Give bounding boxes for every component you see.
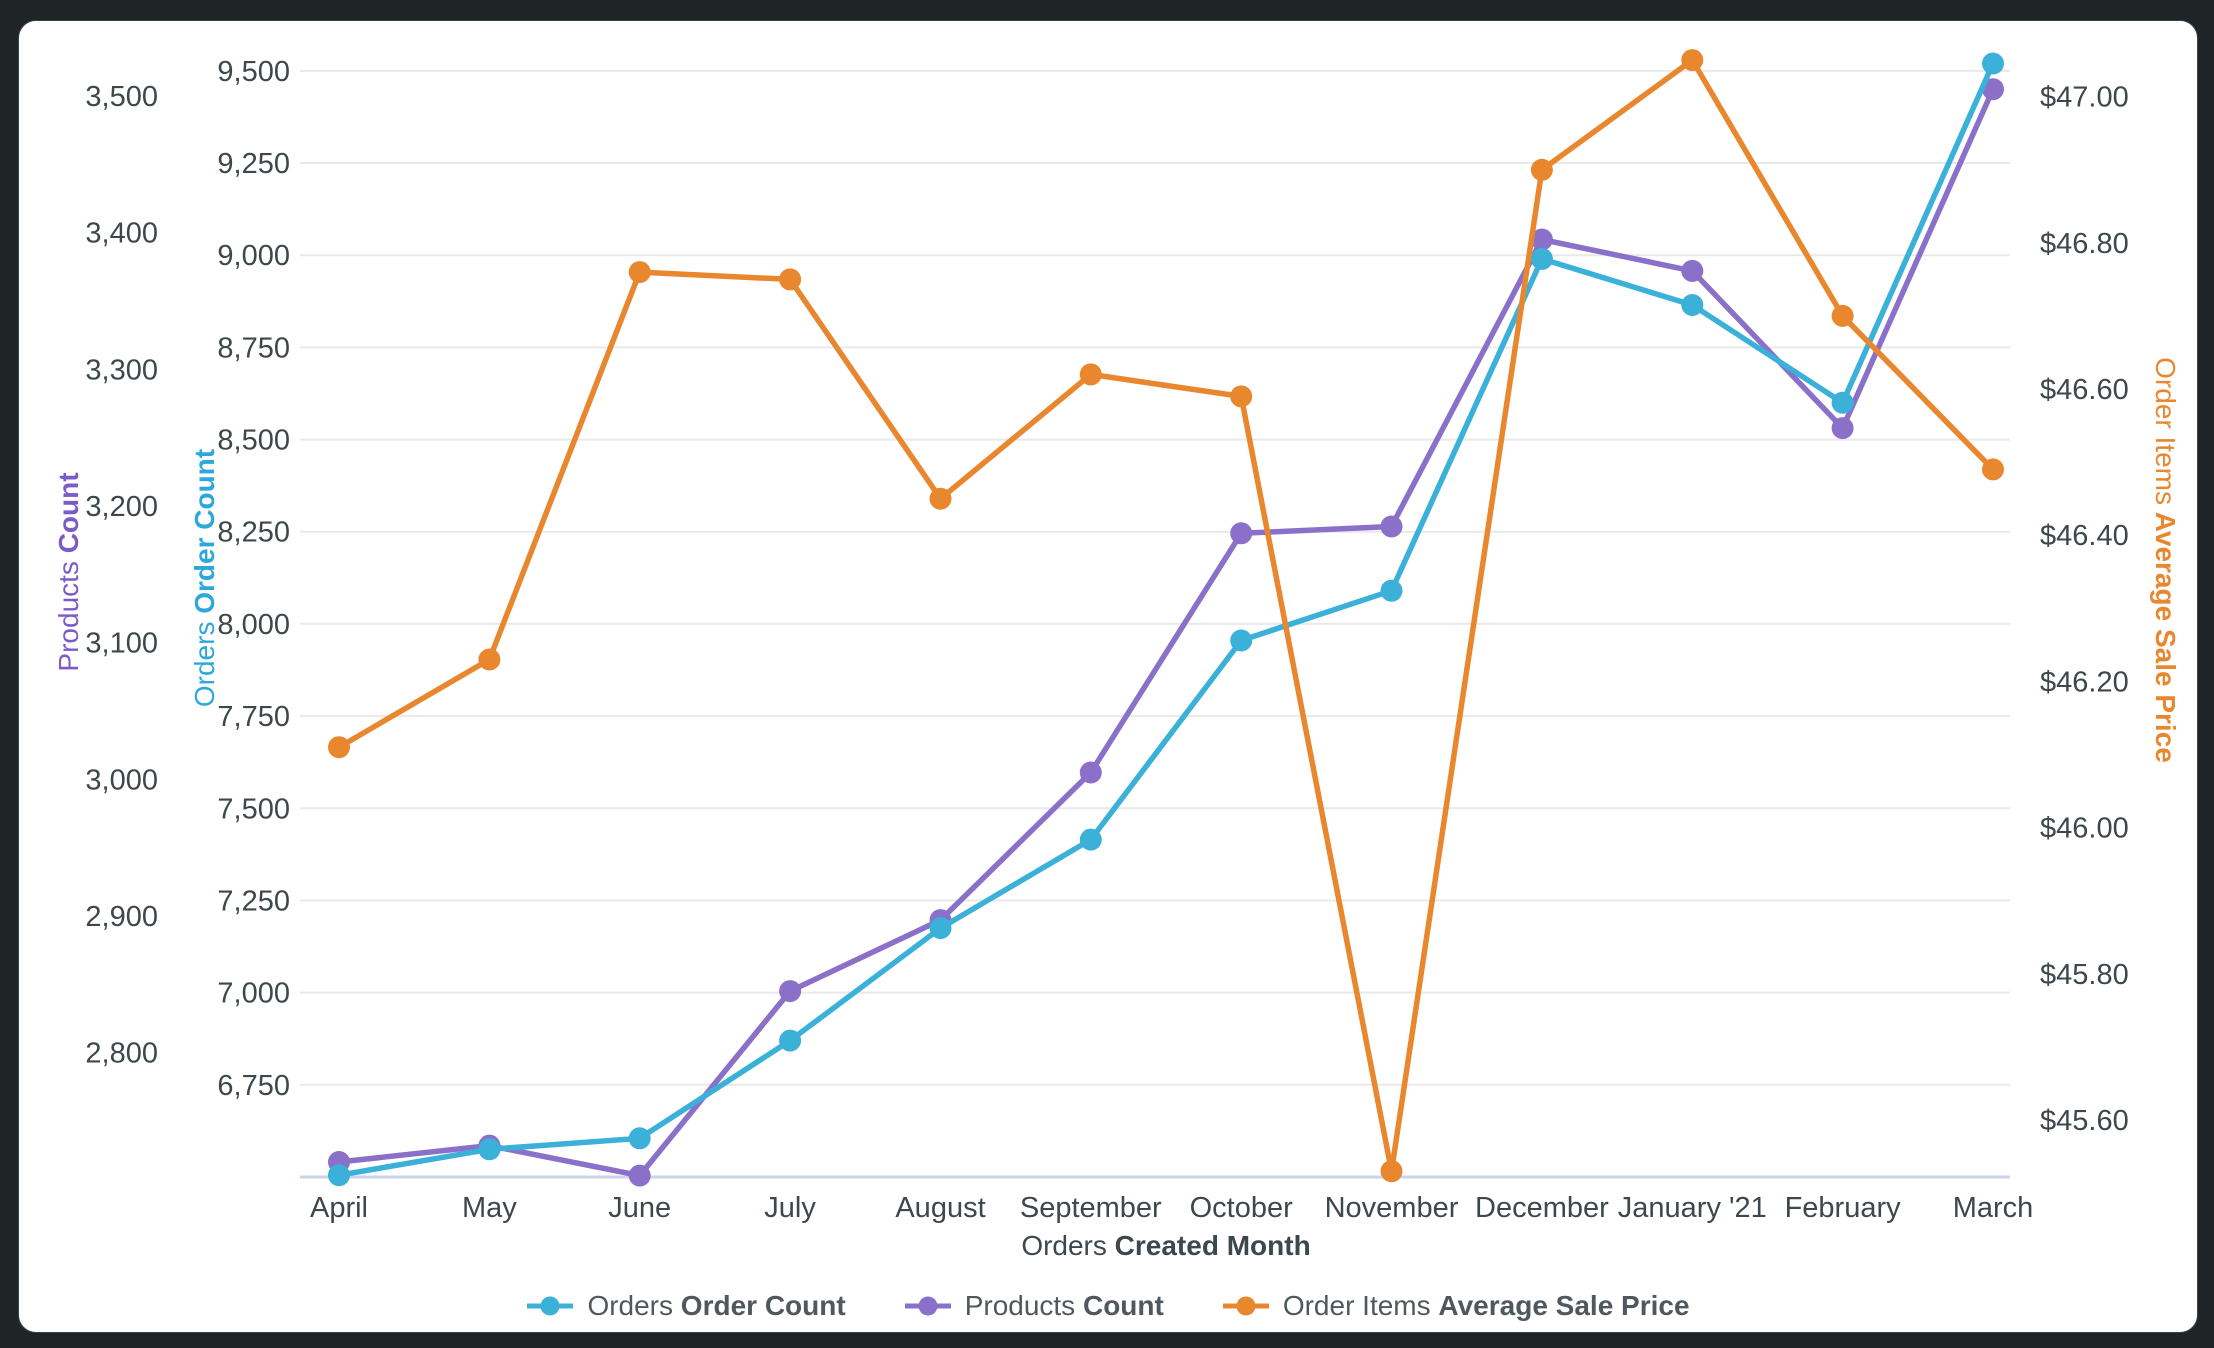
chart-legend: Orders Order Count Products Count Order It… <box>18 1290 2198 1322</box>
orders-tick-label: 7,250 <box>217 886 290 918</box>
month-label: December <box>1475 1192 1609 1224</box>
month-label: July <box>764 1192 816 1224</box>
data-point-products-december[interactable] <box>1530 228 1553 251</box>
orders-tick-label: 8,750 <box>217 332 290 364</box>
legend-marker-orders-icon <box>527 1296 574 1316</box>
orders-tick-label: 7,000 <box>217 978 290 1010</box>
products-tick-label: 2,900 <box>85 901 158 933</box>
series-line-products <box>336 86 1996 1179</box>
month-label: January '21 <box>1618 1192 1767 1224</box>
price-tick-label: $46.40 <box>2040 520 2129 552</box>
legend-label: Order Items Average Sale Price <box>1282 1290 1690 1321</box>
data-point-price-january-21[interactable] <box>1681 49 1704 72</box>
products-tick-label: 3,000 <box>85 764 158 796</box>
orders-tick-label: 7,750 <box>217 701 290 733</box>
data-point-orders-march[interactable] <box>1982 52 2004 75</box>
orders-axis-title: Orders Order Count <box>189 449 220 707</box>
data-point-price-march[interactable] <box>1982 458 2004 481</box>
month-label: June <box>608 1192 671 1224</box>
data-point-products-october[interactable] <box>1230 522 1253 545</box>
price-tick-label: $46.20 <box>2040 666 2129 698</box>
products-axis-title: Products Count <box>53 472 84 671</box>
orders-tick-label: 9,250 <box>217 148 290 180</box>
products-tick-label: 3,300 <box>85 354 158 386</box>
orders-tick-label: 8,250 <box>217 517 290 549</box>
legend-label: Products Count <box>964 1290 1164 1321</box>
data-point-price-november[interactable] <box>1380 1160 1403 1183</box>
legend-marker-products-icon <box>904 1296 951 1316</box>
orders-tick-label: 8,000 <box>217 609 290 641</box>
data-point-price-september[interactable] <box>1079 363 1102 386</box>
data-point-price-may[interactable] <box>478 648 501 671</box>
month-label: March <box>1953 1192 2034 1224</box>
orders-tick-label: 6,750 <box>217 1070 290 1102</box>
orders-tick-label: 9,000 <box>217 240 290 272</box>
products-tick-label: 3,200 <box>85 491 158 523</box>
price-tick-label: $46.80 <box>2040 228 2129 260</box>
data-point-orders-november[interactable] <box>1380 579 1403 602</box>
data-point-products-march[interactable] <box>1982 78 2004 101</box>
price-tick-label: $46.60 <box>2040 374 2129 406</box>
month-label: April <box>310 1192 368 1224</box>
data-point-price-december[interactable] <box>1530 158 1553 181</box>
orders-tick-label: 8,500 <box>217 425 290 457</box>
data-point-orders-december[interactable] <box>1530 247 1553 270</box>
data-point-price-october[interactable] <box>1230 385 1253 408</box>
legend-item-price[interactable]: Order Items Average Sale Price <box>1222 1290 1690 1322</box>
products-tick-label: 2,800 <box>85 1038 158 1070</box>
data-point-orders-february[interactable] <box>1831 391 1854 414</box>
data-point-products-june[interactable] <box>628 1164 651 1187</box>
data-point-orders-october[interactable] <box>1230 629 1253 652</box>
series-line-orders <box>336 60 1996 1178</box>
month-label: October <box>1190 1192 1293 1224</box>
data-point-products-february[interactable] <box>1831 417 1854 440</box>
data-point-products-november[interactable] <box>1380 515 1403 538</box>
products-tick-label: 3,400 <box>85 218 158 250</box>
data-point-orders-january-21[interactable] <box>1681 294 1704 316</box>
x-axis-title: Orders Created Month <box>1021 1230 1310 1261</box>
month-label: September <box>1020 1192 1162 1224</box>
data-point-price-february[interactable] <box>1831 304 1854 327</box>
series-line-price <box>336 57 1996 1174</box>
products-tick-label: 3,100 <box>85 628 158 660</box>
price-tick-label: $46.00 <box>2040 813 2129 845</box>
price-axis-title: Order Items Average Sale Price <box>2150 357 2181 763</box>
month-label: August <box>895 1192 985 1224</box>
data-point-orders-april[interactable] <box>328 1164 350 1187</box>
data-point-orders-july[interactable] <box>779 1029 802 1052</box>
data-point-orders-june[interactable] <box>628 1127 651 1150</box>
month-label: May <box>462 1192 517 1224</box>
legend-marker-price-icon <box>1222 1296 1269 1316</box>
data-point-price-april[interactable] <box>328 736 350 759</box>
products-tick-label: 3,500 <box>85 81 158 113</box>
data-point-price-june[interactable] <box>628 261 651 284</box>
data-point-orders-september[interactable] <box>1079 828 1102 851</box>
data-point-products-september[interactable] <box>1079 761 1102 784</box>
legend-item-products[interactable]: Products Count <box>904 1290 1164 1322</box>
orders-tick-label: 9,500 <box>217 56 290 88</box>
legend-item-orders[interactable]: Orders Order Count <box>526 1290 846 1322</box>
month-label: November <box>1325 1192 1459 1224</box>
price-tick-label: $45.60 <box>2040 1105 2129 1137</box>
data-point-orders-august[interactable] <box>929 917 952 940</box>
data-point-products-july[interactable] <box>779 980 802 1003</box>
price-tick-label: $45.80 <box>2040 959 2129 991</box>
orders-tick-label: 7,500 <box>217 793 290 825</box>
data-point-price-july[interactable] <box>779 268 802 291</box>
data-point-orders-may[interactable] <box>478 1138 501 1161</box>
month-label: February <box>1785 1192 1902 1224</box>
data-point-products-january-21[interactable] <box>1681 259 1704 282</box>
chart-card <box>18 20 2198 1333</box>
price-tick-label: $47.00 <box>2040 82 2129 114</box>
legend-label: Orders Order Count <box>587 1290 846 1321</box>
data-point-price-august[interactable] <box>929 487 952 510</box>
